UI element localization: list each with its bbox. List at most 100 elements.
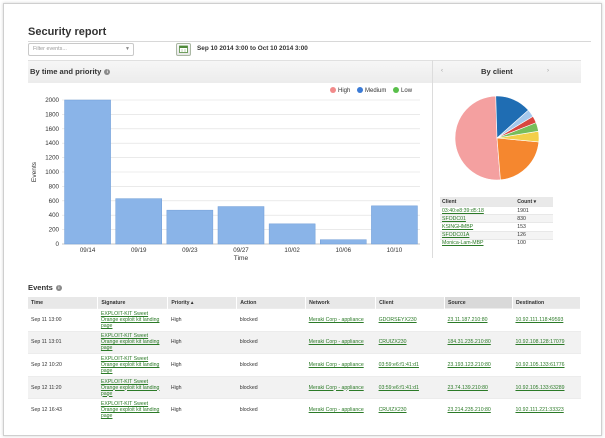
bar[interactable] (115, 198, 162, 245)
client-cell: 03:40:e8:39:d5:18 (440, 205, 516, 215)
pie-slice[interactable] (454, 95, 501, 181)
count-cell: 153 (515, 222, 553, 232)
info-icon[interactable]: i (104, 69, 111, 75)
event-source-link[interactable]: 23.214.235.210:80 (447, 407, 491, 414)
time-priority-title: By time and priority (30, 67, 102, 76)
event-time: Sep 11 13:01 (28, 330, 98, 354)
y-tick-label: 800 (49, 183, 60, 190)
event-action: blocked (236, 353, 306, 377)
legend-high[interactable]: High (330, 87, 350, 94)
y-axis-label: Events (31, 161, 38, 182)
legend-medium-label: Medium (365, 88, 387, 94)
y-tick-label: 0 (56, 241, 60, 248)
legend-medium[interactable]: Medium (357, 87, 387, 94)
bar[interactable] (371, 205, 418, 245)
event-client-link[interactable]: 03:59:e6:f1:41:d1 (378, 361, 419, 368)
events-column-header[interactable]: Client (375, 297, 446, 309)
bar[interactable] (166, 209, 214, 245)
legend-low-swatch (393, 87, 400, 93)
client-link[interactable]: 03:40:e8:39:d5:18 (442, 207, 484, 214)
event-signature-link[interactable]: EXPLOIT-KIT Sweet Orange exploit kit lan… (100, 310, 160, 329)
event-priority: High (167, 375, 237, 399)
event-network-link[interactable]: Meraki Corp - appliance (308, 361, 364, 368)
x-tick-label: 10/06 (336, 247, 352, 254)
event-signature-cell: EXPLOIT-KIT Sweet Orange exploit kit lan… (97, 308, 168, 332)
events-column-header[interactable]: Destination (512, 297, 582, 309)
event-destination-link[interactable]: 10.92.111.221:33323 (515, 407, 564, 414)
date-range-label[interactable]: Sep 10 2014 3:00 to Oct 10 2014 3:00 (197, 45, 308, 52)
event-time: Sep 12 11:20 (28, 375, 98, 399)
client-link[interactable]: KSINGHMBP (442, 223, 474, 230)
event-client-link[interactable]: CRUIZX230 (378, 339, 407, 346)
event-destination-link[interactable]: 10.92.105.133:61776 (515, 361, 565, 368)
event-network-link[interactable]: Meraki Corp - appliance (308, 339, 364, 346)
bar[interactable] (64, 99, 111, 245)
event-action: blocked (236, 375, 306, 399)
pie-slice[interactable] (496, 137, 540, 181)
event-signature-cell: EXPLOIT-KIT Sweet Orange exploit kit lan… (97, 353, 168, 377)
page-title: Security report (28, 26, 107, 38)
client-column-header[interactable]: Client (440, 197, 516, 207)
event-destination-link[interactable]: 10.92.108.128:17079 (515, 339, 565, 346)
event-client-link[interactable]: CRUIZX230 (378, 407, 407, 414)
event-source-link[interactable]: 23.193.123.210:80 (447, 361, 491, 368)
event-destination-cell: 10.92.105.133:61776 (512, 353, 581, 377)
x-tick-label: 09/14 (80, 247, 96, 254)
event-source-cell: 184.31.235.210:80 (444, 330, 513, 354)
chevron-down-icon[interactable]: ▼ (125, 46, 130, 52)
calendar-icon (179, 45, 188, 53)
client-link[interactable]: SFODC01A (442, 232, 470, 239)
prev-client-arrow[interactable]: ‹ (441, 68, 443, 74)
event-signature-link[interactable]: EXPLOIT-KIT Sweet Orange exploit kit lan… (100, 401, 160, 420)
event-destination-cell: 10.92.105.133:63289 (512, 375, 581, 399)
event-row: Sep 11 13:01 EXPLOIT-KIT Sweet Orange exp… (28, 330, 581, 354)
event-priority: High (167, 330, 237, 354)
event-signature-link[interactable]: EXPLOIT-KIT Sweet Orange exploit kit lan… (100, 378, 160, 397)
event-network-link[interactable]: Meraki Corp - appliance (308, 316, 364, 323)
bar[interactable] (217, 206, 265, 245)
event-network-cell: Meraki Corp - appliance (305, 308, 376, 332)
event-client-link[interactable]: GDORSEYX230 (378, 316, 417, 323)
y-tick-label: 200 (49, 227, 60, 234)
events-column-header[interactable]: Network (305, 297, 377, 309)
event-signature-link[interactable]: EXPLOIT-KIT Sweet Orange exploit kit lan… (100, 355, 160, 374)
client-link[interactable]: SFODC01 (442, 215, 466, 222)
filter-events-input[interactable]: Filter events... ▼ (28, 43, 134, 56)
x-axis-label: Time (234, 255, 249, 262)
pie-slice[interactable] (495, 95, 529, 139)
event-signature-link[interactable]: EXPLOIT-KIT Sweet Orange exploit kit lan… (100, 333, 160, 352)
event-source-link[interactable]: 23.11.187.210:80 (447, 316, 488, 323)
event-source-link[interactable]: 23.74.139.210:80 (447, 384, 488, 391)
event-destination-link[interactable]: 10.92.111.118:49593 (515, 316, 564, 323)
event-client-cell: 03:59:e6:f1:41:d1 (375, 353, 445, 377)
event-source-link[interactable]: 184.31.235.210:80 (447, 339, 491, 346)
panel-divider (432, 60, 433, 258)
event-time: Sep 12 10:20 (28, 353, 98, 377)
event-time: Sep 12 16:43 (28, 398, 98, 421)
calendar-button[interactable] (176, 43, 191, 56)
event-client-link[interactable]: 03:59:e6:f1:41:d1 (378, 384, 419, 391)
client-cell: SFODC01A (440, 230, 516, 240)
event-network-link[interactable]: Meraki Corp - appliance (308, 407, 364, 414)
info-icon[interactable]: i (55, 285, 62, 291)
event-network-link[interactable]: Meraki Corp - appliance (308, 384, 364, 391)
client-link[interactable]: Monica-Lam-MBP (442, 240, 484, 247)
events-column-header[interactable]: Signature (97, 297, 169, 309)
bar[interactable] (320, 239, 367, 245)
events-column-header[interactable]: Time (28, 297, 99, 309)
y-tick-label: 400 (49, 212, 60, 219)
x-tick-label: 10/10 (387, 247, 403, 254)
bar[interactable] (268, 223, 316, 245)
legend-low[interactable]: Low (393, 87, 412, 94)
events-column-header[interactable]: Priority ▴ (167, 297, 238, 309)
event-destination-link[interactable]: 10.92.105.133:63289 (515, 384, 565, 391)
events-column-header[interactable]: Action (236, 297, 307, 309)
event-destination-cell: 10.92.111.118:49593 (512, 308, 581, 332)
events-column-header[interactable]: Source (444, 297, 513, 309)
next-client-arrow[interactable]: › (547, 68, 549, 74)
time-priority-heading: By time and priority i (30, 67, 111, 76)
client-row: KSINGHMBP 153 (440, 222, 553, 232)
y-tick-label: 1000 (45, 169, 59, 176)
event-source-cell: 23.193.123.210:80 (444, 353, 513, 377)
count-column-header[interactable]: Count ▾ (515, 197, 553, 207)
